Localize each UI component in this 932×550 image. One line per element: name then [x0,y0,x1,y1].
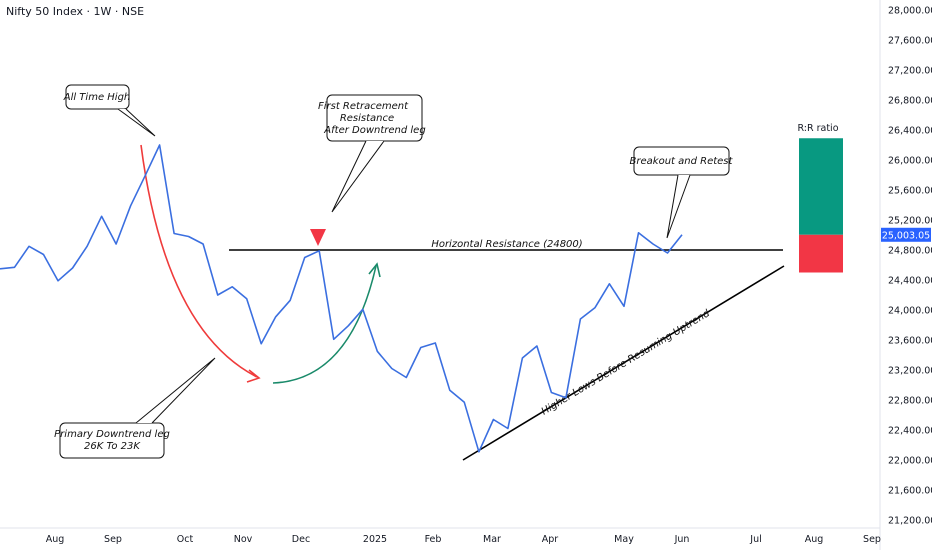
y-tick-label: 26,400.00 [888,126,932,137]
rr-ratio-label: R:R ratio [797,123,838,134]
x-tick-label: Sep [863,534,881,545]
downtrend-callout-line-1: Primary Downtrend leg [54,429,170,440]
y-tick-label: 23,200.00 [888,366,932,377]
x-tick-label: Feb [425,534,442,545]
risk-box [799,234,843,273]
y-tick-label: 27,200.00 [888,66,932,77]
x-tick-label: Jul [749,534,761,545]
y-axis-ticks: 28,000.00 27,600.00 27,200.00 26,800.00 26,4… [888,6,932,527]
retracement-callout-pointer [331,140,385,213]
rising-trendline[interactable] [462,265,785,461]
y-tick-label: 28,000.00 [888,6,932,17]
downtrend-callout-box [59,422,165,459]
y-tick-label: 24,400.00 [888,276,932,287]
last-price-value: 25,003.05 [882,230,930,241]
resistance-touch-marker [310,229,326,246]
y-tick-label: 25,200.00 [888,216,932,227]
y-tick-label: 21,600.00 [888,486,932,497]
ath-callout-box [65,84,130,110]
x-tick-label: Aug [46,534,65,545]
y-tick-label: 26,000.00 [888,156,932,167]
x-tick-label: Nov [234,534,253,545]
x-tick-label: May [614,534,634,545]
y-tick-label: 24,800.00 [888,246,932,257]
y-tick-label: 22,400.00 [888,426,932,437]
breakout-callout-text: Breakout and Retest [630,156,734,167]
x-tick-label: 2025 [363,534,387,545]
x-tick-label: Apr [542,534,559,545]
x-tick-label: Dec [292,534,310,545]
y-tick-label: 26,800.00 [888,96,932,107]
price-series-line [0,144,683,453]
reward-box [799,138,843,235]
ath-callout-text: All Time High [63,92,131,103]
ath-callout-pointer [117,108,156,137]
retracement-callout-line-2: Resistance [340,113,394,124]
x-tick-label: Aug [805,534,824,545]
downtrend-arrowhead [246,369,261,383]
x-tick-label: Mar [483,534,501,545]
trendline-label: Higher Lows Before Resuming Uptrend [540,308,713,418]
y-tick-label: 24,000.00 [888,306,932,317]
y-tick-label: 27,600.00 [888,36,932,47]
retracement-callout-line-3: After Downtrend leg [323,125,425,136]
retracement-callout-line-1: First Retracement [318,101,409,112]
y-tick-label: 22,800.00 [888,396,932,407]
x-tick-label: Sep [104,534,122,545]
y-tick-label: 21,200.00 [888,516,932,527]
chart-title: Nifty 50 Index · 1W · NSE [6,5,145,18]
retracement-arrowhead [368,262,381,278]
x-tick-label: Jun [674,534,690,545]
x-axis-ticks: Aug Sep Oct Nov Dec 2025 Feb Mar Apr May Jun Jul Aug… [46,534,881,545]
horizontal-resistance-label: Horizontal Resistance (24800) [431,239,582,250]
downtrend-callout-pointer [135,357,216,424]
retracement-arrow [272,265,377,384]
last-price-badge [881,227,931,242]
y-tick-label: 23,600.00 [888,336,932,347]
downtrend-callout-line-2: 26K To 23K [84,441,141,452]
y-tick-label: 22,000.00 [888,456,932,467]
breakout-callout-pointer [666,174,691,239]
y-tick-label: 25,600.00 [888,186,932,197]
x-tick-label: Oct [177,534,194,545]
downtrend-arrow [140,144,258,378]
